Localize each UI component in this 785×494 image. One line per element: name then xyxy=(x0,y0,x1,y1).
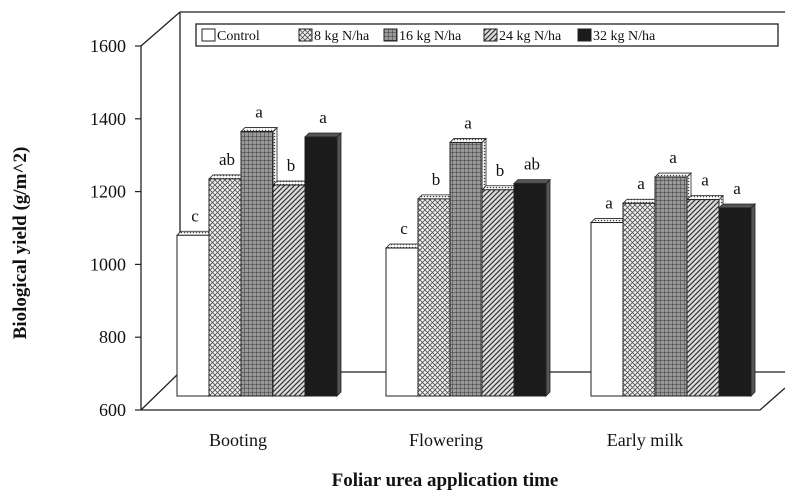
x-axis-title: Foliar urea application time xyxy=(332,470,559,491)
legend-label: 8 kg N/ha xyxy=(314,29,370,44)
bar-top-face xyxy=(240,127,278,132)
bar-top-face xyxy=(176,230,214,236)
bar-side-face xyxy=(750,203,756,397)
bar xyxy=(513,178,551,397)
significance-letter: b xyxy=(496,161,505,180)
bar-front-face xyxy=(481,189,515,397)
y-tick-label: 1000 xyxy=(90,254,126,274)
significance-letter: ab xyxy=(219,150,235,169)
bar-front-face xyxy=(304,136,338,397)
bar xyxy=(654,172,692,397)
bar-top-face xyxy=(718,203,756,209)
significance-letter: a xyxy=(733,179,741,198)
significance-letter: a xyxy=(319,108,327,127)
bar-front-face xyxy=(622,202,656,397)
legend-label: 24 kg N/ha xyxy=(499,29,562,44)
y-tick-label: 800 xyxy=(99,327,126,347)
significance-letter: b xyxy=(287,156,296,175)
bar-top-face xyxy=(654,172,692,178)
bar-front-face xyxy=(654,176,688,397)
y-axis-ticks: 600 800 1000 1200 1400 1600 xyxy=(90,36,141,420)
bar-top-face xyxy=(481,185,519,191)
bar-top-face xyxy=(385,243,423,249)
legend-swatch xyxy=(201,28,216,42)
bar-top-face xyxy=(449,138,487,143)
floor-left-edge xyxy=(140,371,181,411)
legend-swatch xyxy=(577,28,592,42)
bar xyxy=(208,173,246,397)
bar-front-face xyxy=(272,184,306,397)
bar xyxy=(686,194,724,397)
significance-letter: ab xyxy=(524,155,540,174)
bar-top-face xyxy=(304,132,342,138)
significance-letter: a xyxy=(701,171,709,190)
significance-letter: c xyxy=(191,206,199,225)
bar-front-face xyxy=(686,199,720,397)
y-axis-title: Biological yield (g/m^2) xyxy=(10,147,31,340)
bar xyxy=(622,198,660,397)
floor-front-edge xyxy=(141,387,785,411)
x-tick-label: Booting xyxy=(209,430,267,450)
y-tick-label: 1200 xyxy=(90,182,126,202)
significance-letter: a xyxy=(637,174,645,193)
x-tick-label: Flowering xyxy=(409,430,483,450)
legend-swatch xyxy=(298,28,313,42)
y-tick-label: 1400 xyxy=(90,109,126,129)
bar xyxy=(176,230,214,397)
y-tick-label: 1600 xyxy=(90,36,126,56)
bar-front-face xyxy=(590,222,624,397)
bar-top-face xyxy=(686,195,724,201)
x-axis-tick-labels: Booting Flowering Early milk xyxy=(209,430,683,450)
legend-swatch xyxy=(483,28,498,42)
legend-label: 32 kg N/ha xyxy=(593,29,656,44)
bar xyxy=(417,193,455,397)
legend-label: 16 kg N/ha xyxy=(399,29,462,44)
bar xyxy=(304,132,342,397)
bar xyxy=(449,137,487,397)
bar-front-face xyxy=(718,207,752,397)
significance-letter: a xyxy=(669,148,677,167)
bar xyxy=(590,217,628,397)
bar-front-face xyxy=(176,234,210,397)
bar xyxy=(385,243,423,397)
bars-layer xyxy=(176,126,756,397)
legend: Control 8 kg N/ha 16 kg N/ha 24 kg N/ha 32 k… xyxy=(195,23,779,47)
bar-side-face xyxy=(336,132,342,397)
legend-label: Control xyxy=(217,29,260,44)
bar-side-face xyxy=(545,178,551,397)
bar-top-face xyxy=(590,218,628,223)
significance-letter: a xyxy=(255,103,263,122)
significance-letter: a xyxy=(464,113,472,132)
bar-front-face xyxy=(240,131,274,397)
bar xyxy=(481,184,519,397)
significance-letter: a xyxy=(605,194,613,213)
significance-letter: b xyxy=(432,170,441,189)
bar-front-face xyxy=(417,198,451,397)
bar-front-face xyxy=(385,247,419,397)
x-tick-label: Early milk xyxy=(607,430,683,450)
bar xyxy=(272,180,310,397)
bar-front-face xyxy=(449,141,483,397)
bar-front-face xyxy=(208,178,242,397)
left-wall xyxy=(140,11,181,47)
bar-top-face xyxy=(272,180,310,186)
bar-top-face xyxy=(513,179,551,184)
legend-swatch xyxy=(383,28,398,42)
bar xyxy=(718,203,756,397)
bar-top-face xyxy=(622,198,660,204)
bar-front-face xyxy=(513,183,547,397)
bar xyxy=(240,126,278,397)
significance-letter: c xyxy=(400,219,408,238)
y-tick-label: 600 xyxy=(99,400,126,420)
bar-top-face xyxy=(208,174,246,180)
bar-top-face xyxy=(417,194,455,200)
